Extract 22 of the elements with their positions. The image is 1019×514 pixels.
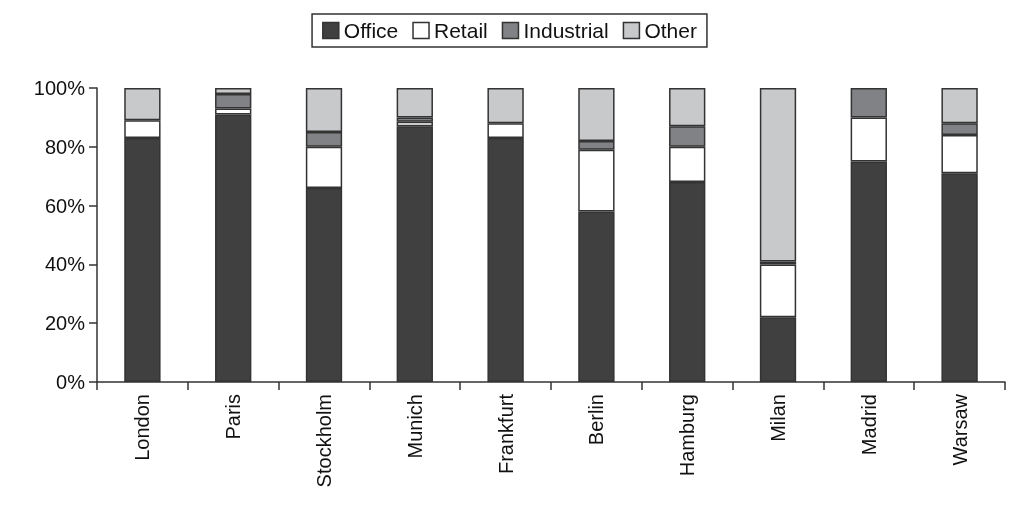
y-tick-label: 60%: [44, 194, 86, 217]
x-tick-label: London: [131, 394, 154, 461]
x-tick-label: Munich: [403, 394, 426, 459]
x-tick-label: Stockholm: [313, 394, 335, 488]
legend-label: Office: [343, 19, 399, 42]
legend-label: Retail: [434, 19, 488, 42]
x-tick-label: Warsaw: [948, 393, 971, 466]
x-tick-label: Madrid: [857, 394, 880, 456]
x-tick-label: Paris: [222, 394, 245, 440]
legend-label: Industrial: [523, 19, 609, 42]
y-tick-label: 20%: [44, 312, 86, 335]
x-tick-label: Milan: [767, 394, 789, 442]
y-tick-label: 0%: [56, 371, 86, 393]
bar: [396, 88, 433, 118]
y-tick-label: 80%: [44, 135, 86, 158]
legend-label: Other: [644, 19, 697, 42]
x-tick-label: Hamburg: [676, 394, 699, 477]
x-tick-label: Berlin: [585, 394, 608, 446]
bar: [759, 88, 797, 262]
x-tick-label: Frankfurt: [494, 393, 517, 475]
y-tick-label: 100%: [33, 77, 86, 99]
y-tick-label: 40%: [44, 253, 86, 276]
